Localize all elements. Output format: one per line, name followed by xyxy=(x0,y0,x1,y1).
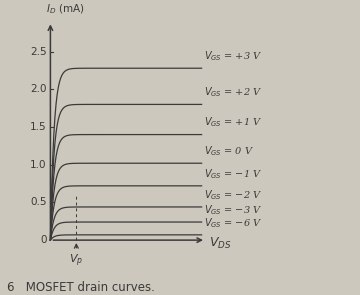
Text: 6   MOSFET drain curves.: 6 MOSFET drain curves. xyxy=(7,281,155,294)
Text: $V_{GS}$ = −3 V: $V_{GS}$ = −3 V xyxy=(204,203,263,217)
Text: $V_{GS}$ = 0 V: $V_{GS}$ = 0 V xyxy=(204,144,255,158)
Text: 2.5: 2.5 xyxy=(30,47,47,57)
Text: $I_D$ (mA): $I_D$ (mA) xyxy=(46,3,85,16)
Text: $V_p$: $V_p$ xyxy=(69,252,84,268)
Text: $V_{GS}$ = −6 V: $V_{GS}$ = −6 V xyxy=(204,216,263,230)
Text: $V_{GS}$ = +3 V: $V_{GS}$ = +3 V xyxy=(204,49,263,63)
Text: 0.5: 0.5 xyxy=(30,197,47,207)
Text: 1.0: 1.0 xyxy=(30,160,47,170)
Text: $V_{DS}$: $V_{DS}$ xyxy=(209,236,231,251)
Text: 1.5: 1.5 xyxy=(30,122,47,132)
Text: $V_{GS}$ = −2 V: $V_{GS}$ = −2 V xyxy=(204,188,263,202)
Text: 0: 0 xyxy=(40,235,47,245)
Text: $V_{GS}$ = +2 V: $V_{GS}$ = +2 V xyxy=(204,85,263,99)
Text: 2.0: 2.0 xyxy=(30,84,47,94)
Text: $V_{GS}$ = −1 V: $V_{GS}$ = −1 V xyxy=(204,167,263,181)
Text: $V_{GS}$ = +1 V: $V_{GS}$ = +1 V xyxy=(204,115,263,129)
